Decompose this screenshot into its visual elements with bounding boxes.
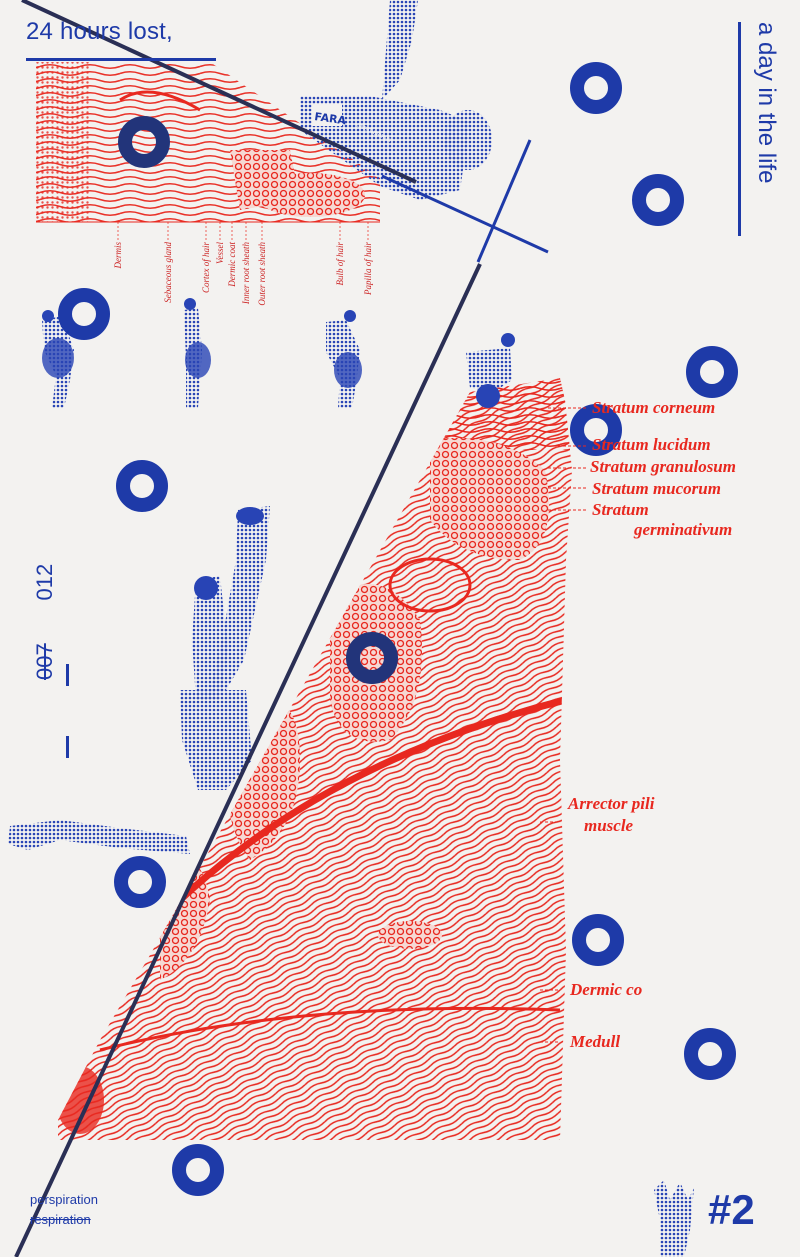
athlete-deadlift-2	[184, 298, 211, 408]
reaching-arm	[8, 820, 190, 854]
label-medulla: Medull	[570, 1032, 621, 1051]
athlete-deadlift-1	[42, 310, 74, 408]
label-outer-root-sheath: Outer root sheath	[257, 242, 267, 306]
label-vessel: Vessel	[215, 242, 225, 264]
ring-decoration	[684, 1028, 736, 1080]
side-title: a day in the life	[753, 22, 780, 184]
ring-decoration	[114, 856, 166, 908]
label-stratum-mucorum: Stratum mucorum	[592, 479, 721, 498]
ring-decoration	[116, 460, 168, 512]
label-sebaceous-gland: Sebaceous gland	[163, 242, 173, 303]
title-underline	[26, 58, 216, 61]
label-leaders	[540, 407, 586, 1043]
ring-decoration	[172, 1144, 224, 1196]
label-stratum-germinativum-1: Stratum	[592, 500, 649, 519]
side-title-bar	[738, 22, 741, 236]
waving-hand	[654, 1180, 694, 1257]
poster-title: 24 hours lost,	[26, 18, 173, 45]
label-dermic-coat: Dermic co	[570, 980, 643, 999]
ring-decoration	[58, 288, 110, 340]
issue-dash-top	[66, 664, 69, 686]
label-stratum-corneum: Stratum corneum	[592, 398, 716, 417]
label-bulb-of-hair: Bulb of hair	[335, 242, 345, 286]
label-stratum-germinativum-2: germinativum	[634, 520, 733, 539]
word-pair: perspiration respiration	[30, 1190, 98, 1230]
ring-decoration	[686, 346, 738, 398]
cross-line-b	[476, 139, 532, 263]
label-dermis: Dermis	[113, 242, 123, 269]
issue-new: 012	[32, 563, 57, 601]
athlete-squat	[466, 333, 515, 408]
label-stratum-lucidum: Stratum lucidum	[592, 435, 711, 454]
label-arrector-pili: Arrector pili	[568, 794, 655, 813]
issue-number: 007 012	[32, 564, 58, 680]
main-diagonal-line	[14, 263, 482, 1257]
label-dermic-coat-small: Dermic coat	[227, 242, 237, 287]
word-respiration: respiration	[30, 1212, 91, 1227]
top-diagonal-line	[21, 0, 417, 184]
athlete-handstand	[180, 506, 270, 790]
word-perspiration: perspiration	[30, 1192, 98, 1207]
issue-dash-bottom	[66, 736, 69, 758]
issue-hash: #2	[708, 1186, 755, 1233]
hair-follicle-illustration	[36, 62, 380, 240]
ring-decoration	[570, 62, 622, 114]
ring-decoration	[346, 632, 398, 684]
ring-decoration	[118, 116, 170, 168]
cross-line-a	[381, 174, 549, 254]
athlete-deadlift-3	[326, 310, 362, 408]
ring-decorations	[58, 62, 738, 1196]
ring-decoration	[632, 174, 684, 226]
issue-old: 007	[32, 643, 57, 680]
label-stratum-granulosum: Stratum granulosum	[590, 457, 736, 476]
label-cortex-of-hair: Cortex of hair	[201, 242, 211, 293]
runner-bib: FARA	[314, 110, 348, 127]
ring-decoration	[572, 914, 624, 966]
runner-photo: FARA GREAT BRITAIN	[300, 0, 492, 200]
label-papilla-of-hair: Papilla of hair	[363, 242, 373, 296]
label-arrector-muscle: muscle	[584, 816, 634, 835]
ring-decoration	[570, 404, 622, 456]
label-inner-root-sheath: Inner root sheath	[241, 242, 251, 305]
